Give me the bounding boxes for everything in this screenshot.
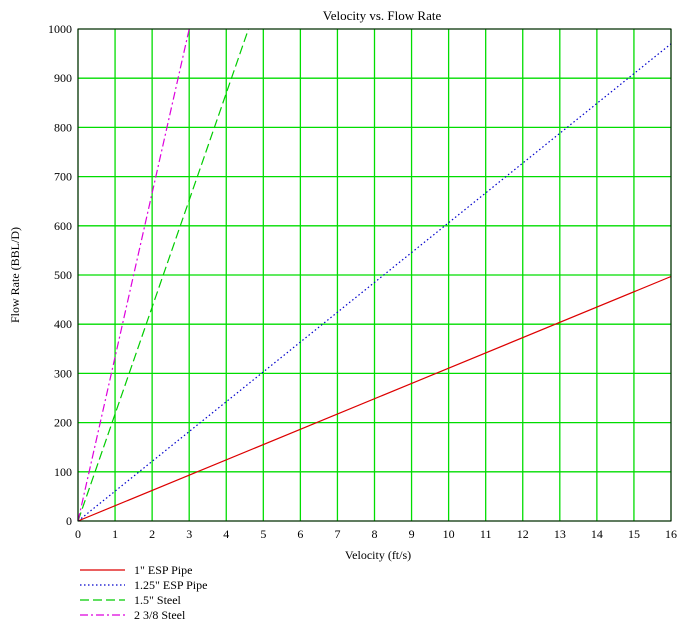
- x-tick-label: 6: [297, 527, 303, 541]
- x-tick-label: 5: [260, 527, 266, 541]
- x-tick-labels: 0 1 2 3 4 5 6 7 8 9 10 11 12 13 14 15 16: [75, 527, 677, 541]
- x-tick-label: 13: [554, 527, 566, 541]
- series-line-4: [77, 28, 190, 522]
- y-tick-label: 100: [54, 465, 72, 479]
- y-tick-label: 900: [54, 71, 72, 85]
- x-tick-label: 1: [112, 527, 118, 541]
- x-tick-label: 8: [372, 527, 378, 541]
- y-tick-label: 800: [54, 120, 72, 134]
- x-axis-label: Velocity (ft/s): [345, 548, 411, 562]
- y-tick-label: 500: [54, 268, 72, 282]
- x-tick-label: 9: [409, 527, 415, 541]
- x-tick-label: 2: [149, 527, 155, 541]
- chart-title: Velocity vs. Flow Rate: [323, 8, 442, 23]
- x-tick-label: 16: [665, 527, 677, 541]
- y-tick-label: 300: [54, 366, 72, 380]
- plot-frame: [77, 28, 672, 522]
- x-tick-label: 7: [334, 527, 340, 541]
- series-line-3: [77, 28, 250, 522]
- grid: [77, 28, 672, 522]
- y-tick-label: 1000: [48, 22, 72, 36]
- legend-label: 1.5" Steel: [134, 593, 182, 607]
- x-tick-label: 3: [186, 527, 192, 541]
- y-tick-label: 200: [54, 416, 72, 430]
- y-axis-label: Flow Rate (BBL/D): [8, 227, 22, 323]
- series-line-2: [77, 43, 672, 522]
- y-tick-label: 700: [54, 170, 72, 184]
- x-tick-label: 0: [75, 527, 81, 541]
- x-tick-label: 4: [223, 527, 229, 541]
- x-tick-label: 12: [517, 527, 529, 541]
- x-tick-label: 15: [628, 527, 640, 541]
- y-tick-label: 0: [66, 514, 72, 528]
- series-layer: [77, 28, 672, 522]
- series-line-1: [77, 275, 672, 522]
- legend-label: 1" ESP Pipe: [134, 563, 192, 577]
- y-tick-label: 600: [54, 219, 72, 233]
- x-tick-label: 10: [443, 527, 455, 541]
- legend-label: 2 3/8 Steel: [134, 608, 186, 622]
- y-tick-labels: 0 100 200 300 400 500 600 700 800 900 1000: [48, 22, 72, 528]
- x-tick-label: 14: [591, 527, 603, 541]
- legend-label: 1.25" ESP Pipe: [134, 578, 207, 592]
- y-tick-label: 400: [54, 317, 72, 331]
- x-tick-label: 11: [480, 527, 492, 541]
